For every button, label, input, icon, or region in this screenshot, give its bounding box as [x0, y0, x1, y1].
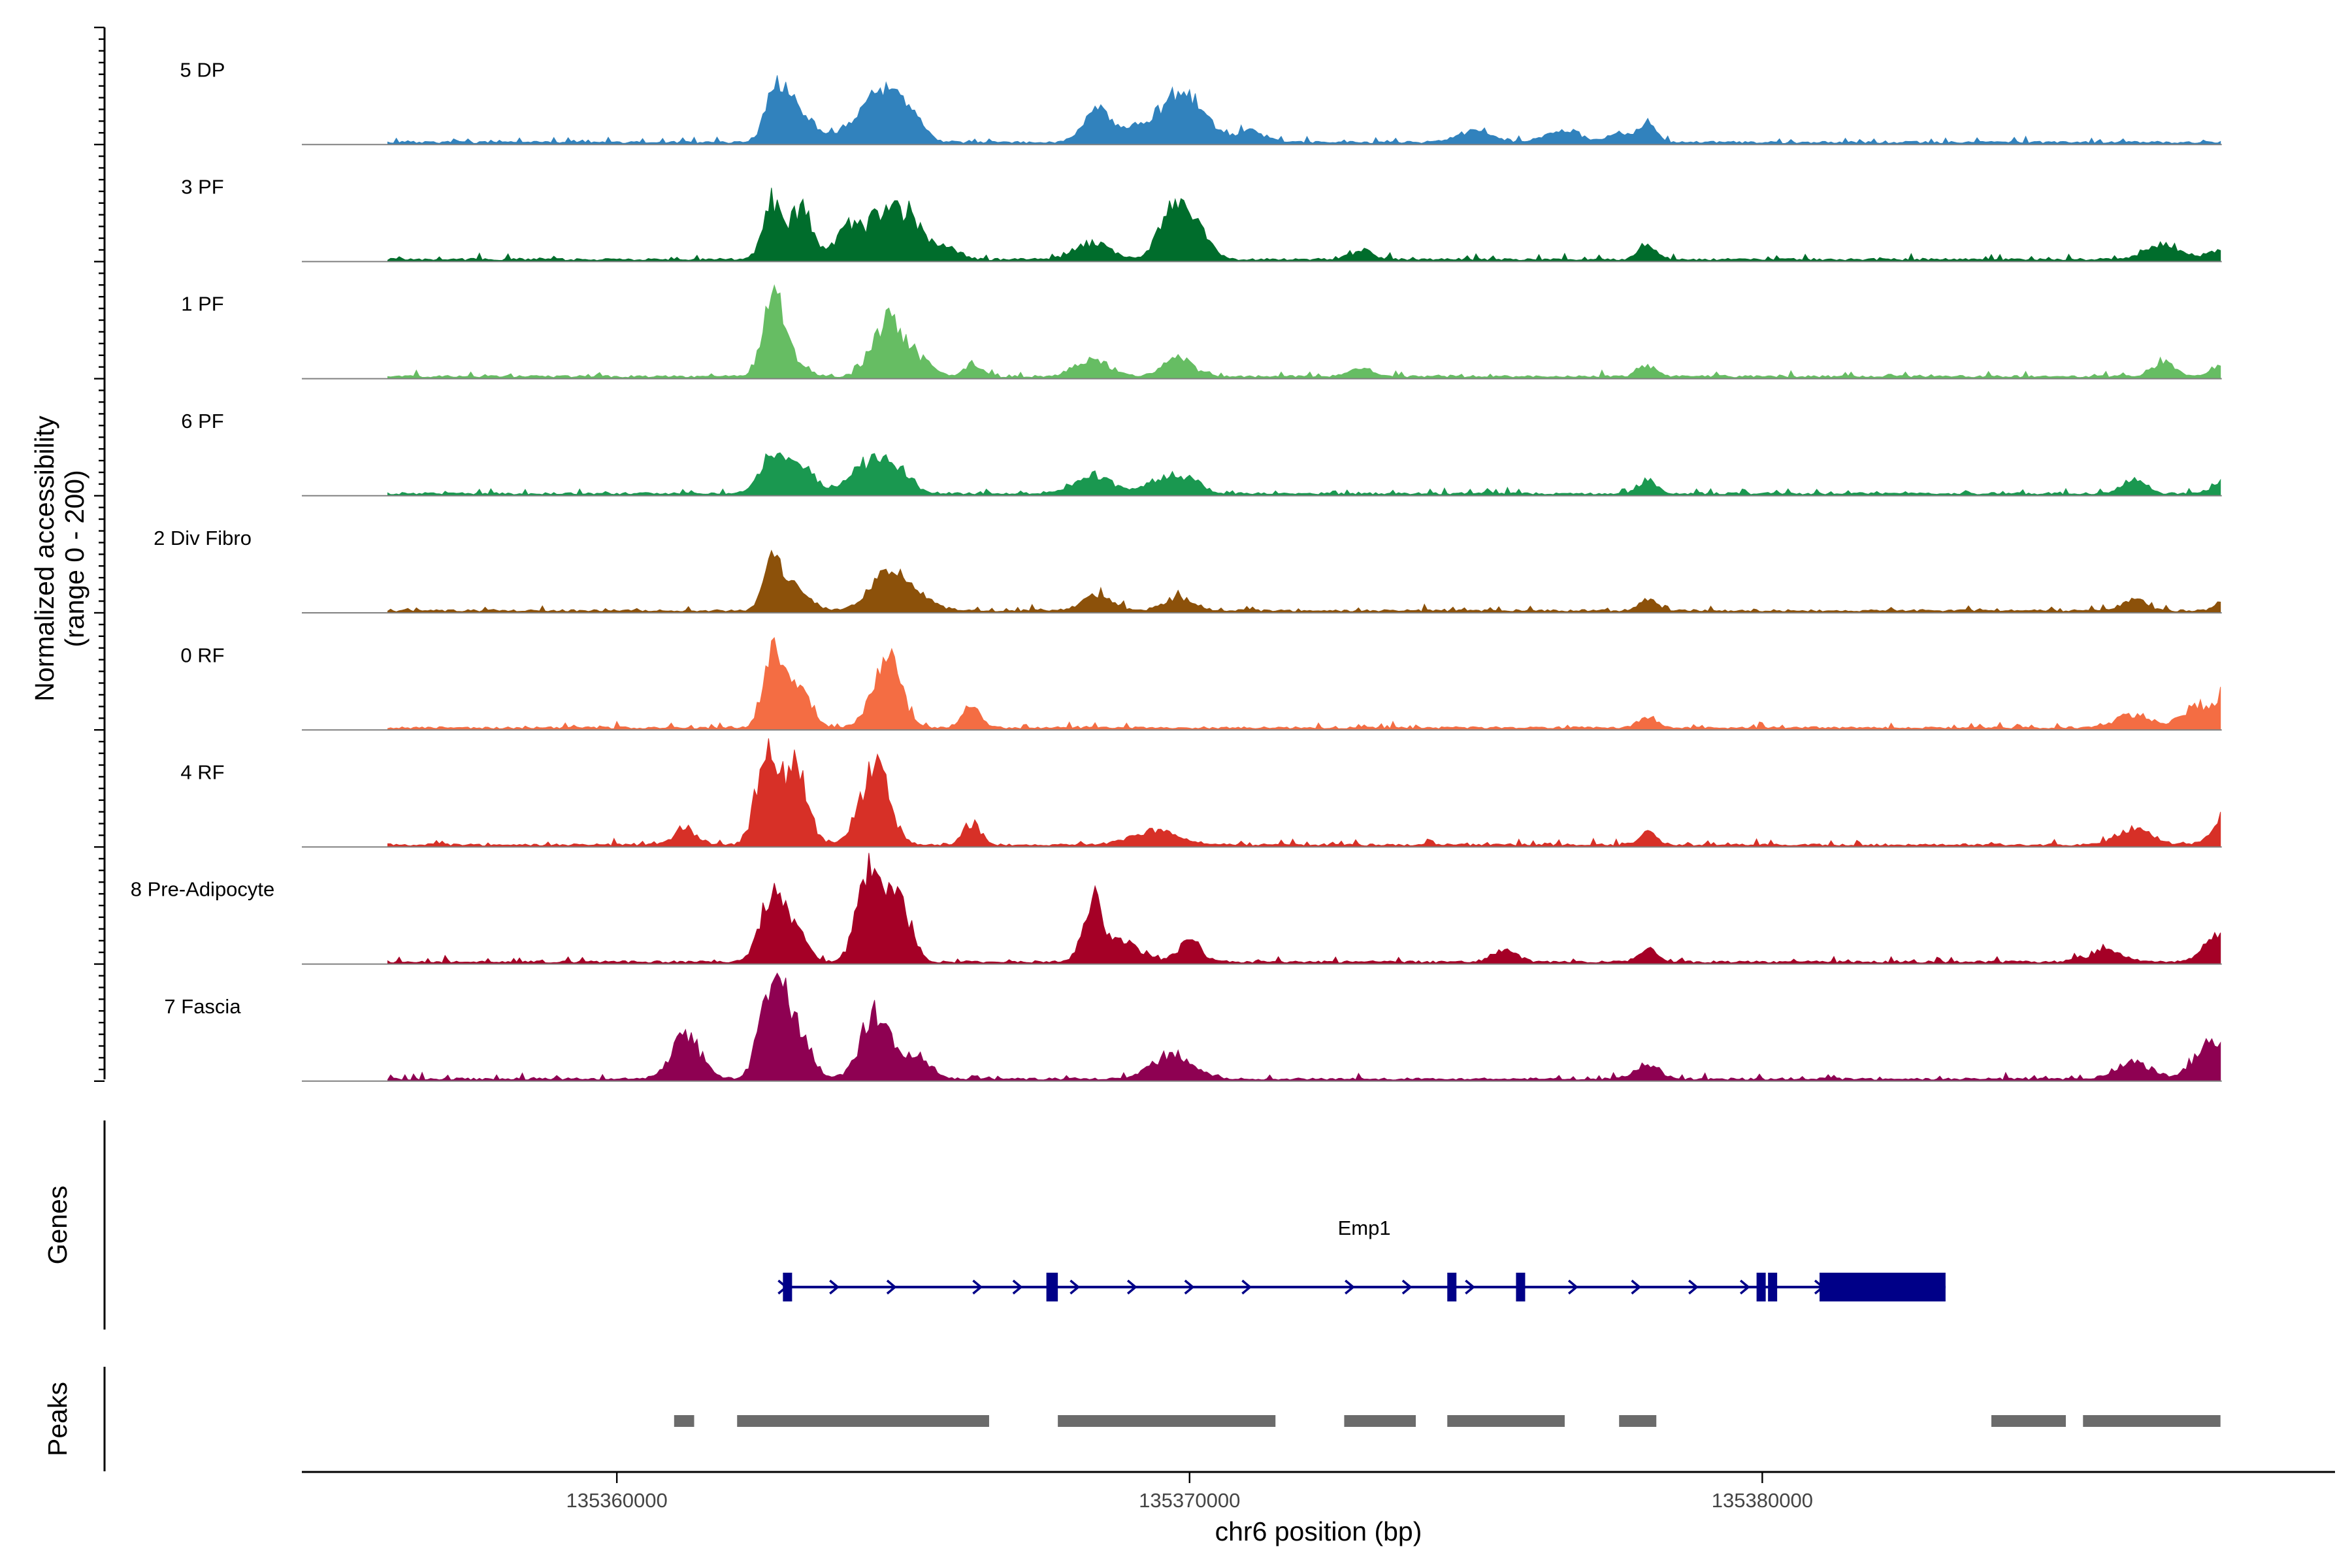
peak-region: [1058, 1415, 1276, 1427]
coverage-area: [387, 972, 2221, 1082]
strand-arrow: [1126, 1279, 1137, 1295]
coverage-area: [387, 188, 2221, 262]
track-label: 5 DP: [180, 58, 225, 81]
strand-arrow: [1567, 1279, 1578, 1295]
strand-arrow: [1688, 1279, 1699, 1295]
exon: [1768, 1273, 1778, 1301]
strand-arrow: [1345, 1279, 1355, 1295]
coverage-area: [387, 284, 2221, 380]
strand-arrow: [1241, 1279, 1252, 1295]
track-0-rf: 0 RF: [180, 637, 2222, 731]
coverage-area: [387, 75, 2221, 145]
strand-arrow: [1184, 1279, 1195, 1295]
track-1-pf: 1 PF: [181, 284, 2222, 380]
track-label: 6 PF: [181, 410, 223, 433]
peak-region: [674, 1415, 694, 1427]
exon: [1046, 1273, 1058, 1301]
peak-region: [1447, 1415, 1565, 1427]
gene-model-emp1: [777, 1273, 1946, 1301]
track-label: 1 PF: [181, 293, 223, 316]
track-2-div-fibro: 2 Div Fibro: [154, 527, 2222, 613]
exon: [1516, 1273, 1526, 1301]
peak-regions: [674, 1415, 2221, 1427]
track-label: 3 PF: [181, 175, 223, 198]
coverage-area: [387, 853, 2221, 965]
strand-arrow: [1401, 1279, 1413, 1295]
x-tick-label: 135360000: [566, 1489, 668, 1512]
strand-arrow: [1739, 1279, 1750, 1295]
track-4-rf: 4 RF: [180, 738, 2222, 848]
coverage-area: [387, 452, 2221, 497]
strand-arrow: [1012, 1279, 1023, 1295]
peak-region: [2083, 1415, 2221, 1427]
y-axis-title-line2: (range 0 - 200): [59, 470, 90, 647]
genes-panel-label: Genes: [42, 1186, 73, 1265]
peak-region: [1991, 1415, 2066, 1427]
y-axis-title-line1: Normalized accessibility: [29, 416, 59, 702]
track-5-dp: 5 DP: [180, 58, 2222, 146]
x-axis-title: chr6 position (bp): [1215, 1516, 1422, 1546]
peak-region: [1344, 1415, 1416, 1427]
strand-arrow: [829, 1279, 840, 1295]
track-label: 7 Fascia: [164, 995, 241, 1018]
exon: [783, 1273, 792, 1301]
exon: [1820, 1273, 1946, 1301]
track-label: 4 RF: [180, 760, 224, 783]
coverage-y-ticks: [94, 26, 105, 1083]
gene-name-label: Emp1: [1338, 1217, 1391, 1239]
coverage-tracks: 5 DP 3 PF 1 PF 6 PF 2 Div Fibro 0 RF 4 RF 8 Pre…: [131, 58, 2222, 1082]
peak-region: [737, 1415, 989, 1427]
track-label: 2 Div Fibro: [154, 527, 252, 549]
track-label: 0 RF: [180, 644, 224, 666]
strand-arrow: [1070, 1279, 1081, 1295]
strand-arrow: [886, 1279, 897, 1295]
track-6-pf: 6 PF: [181, 410, 2222, 497]
track-7-fascia: 7 Fascia: [164, 972, 2222, 1082]
exon: [1447, 1273, 1457, 1301]
strand-arrow: [972, 1279, 983, 1295]
x-tick-label: 135380000: [1712, 1489, 1813, 1512]
track-8-pre-adipocyte: 8 Pre-Adipocyte: [131, 853, 2222, 965]
x-tick-label: 135370000: [1139, 1489, 1240, 1512]
peaks-panel-label: Peaks: [42, 1382, 73, 1456]
strand-arrow: [1465, 1279, 1476, 1295]
peak-region: [1619, 1415, 1657, 1427]
x-axis-ticks: 135360000 135370000 135380000: [566, 1472, 1813, 1512]
track-3-pf: 3 PF: [181, 175, 2222, 263]
strand-arrow: [1631, 1279, 1642, 1295]
coverage-area: [387, 738, 2221, 847]
exon: [1756, 1273, 1766, 1301]
coverage-area: [387, 549, 2221, 613]
coverage-area: [387, 637, 2221, 730]
track-label: 8 Pre-Adipocyte: [131, 878, 275, 901]
